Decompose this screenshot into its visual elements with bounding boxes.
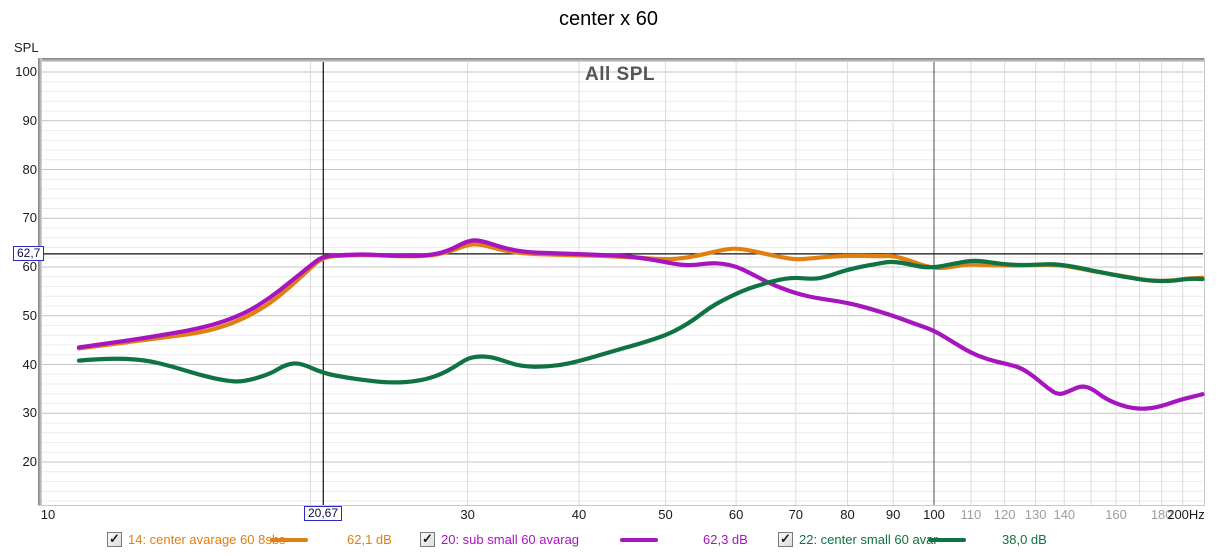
legend-label[interactable]: 14: center avarage 60 8sbs xyxy=(128,532,286,547)
y-axis-title: SPL xyxy=(14,40,39,55)
plot-border-bottom xyxy=(38,505,1205,506)
x-tick-label: 40 xyxy=(571,507,587,522)
x-tick-label: 200Hz xyxy=(1167,507,1205,522)
x-tick-label: 70 xyxy=(788,507,804,522)
plot-border-left xyxy=(38,58,42,505)
y-tick-label: 80 xyxy=(22,161,37,177)
checkmark-icon: ✓ xyxy=(422,531,433,546)
legend-value: 62,1 dB xyxy=(347,532,392,547)
y-tick-label: 70 xyxy=(22,210,37,226)
plot-label: All SPL xyxy=(584,64,655,85)
x-tick-label: 160 xyxy=(1105,507,1127,522)
legend-checkbox[interactable]: ✓ xyxy=(778,531,793,547)
y-tick-label: 30 xyxy=(22,405,37,421)
legend-checkbox[interactable]: ✓ xyxy=(107,531,122,547)
y-tick-label: 90 xyxy=(22,112,37,128)
trace-1 xyxy=(76,238,1205,411)
plot-border-right xyxy=(1204,58,1205,506)
x-tick-label: 140 xyxy=(1053,507,1076,522)
x-tick-label: 80 xyxy=(840,507,855,522)
legend-swatch xyxy=(928,538,966,542)
x-tick-label: 50 xyxy=(658,507,673,522)
page-title: center x 60 xyxy=(559,8,658,30)
x-tick-label: 180 xyxy=(1150,507,1173,522)
checkmark-icon: ✓ xyxy=(109,531,120,546)
legend-swatch xyxy=(270,538,308,542)
x-tick-label: 110 xyxy=(960,507,982,522)
legend-value: 38,0 dB xyxy=(1002,532,1047,547)
x-tick-label: 60 xyxy=(728,507,744,522)
x-tick-label: 30 xyxy=(460,507,475,522)
x-tick-label: 130 xyxy=(1024,507,1047,522)
plot-border-top xyxy=(38,58,1205,62)
cursor-spl-readout: 62,7 xyxy=(13,246,45,261)
legend-checkbox[interactable]: ✓ xyxy=(420,531,435,547)
y-tick-label: 60 xyxy=(22,259,37,274)
y-tick-label: 50 xyxy=(22,307,37,323)
x-tick-label: 90 xyxy=(885,507,901,522)
x-tick-label: 100 xyxy=(923,507,945,522)
x-tick-label: 120 xyxy=(993,507,1016,522)
trace-2 xyxy=(76,258,1205,385)
checkmark-icon: ✓ xyxy=(780,531,791,546)
y-tick-label: 20 xyxy=(22,454,37,469)
legend-label[interactable]: 20: sub small 60 avarag xyxy=(441,532,580,547)
cursor-freq-readout: 20,67 xyxy=(304,506,343,521)
y-tick-label: 100 xyxy=(15,64,37,79)
legend-label[interactable]: 22: center small 60 avar xyxy=(799,532,938,547)
legend: ✓ 14: center avarage 60 8sbs 62,1 dB ✓ 2… xyxy=(0,531,1217,551)
x-tick-label: 10 xyxy=(40,507,56,522)
legend-value: 62,3 dB xyxy=(703,532,748,547)
y-tick-label: 40 xyxy=(22,356,37,372)
legend-swatch xyxy=(620,538,658,542)
